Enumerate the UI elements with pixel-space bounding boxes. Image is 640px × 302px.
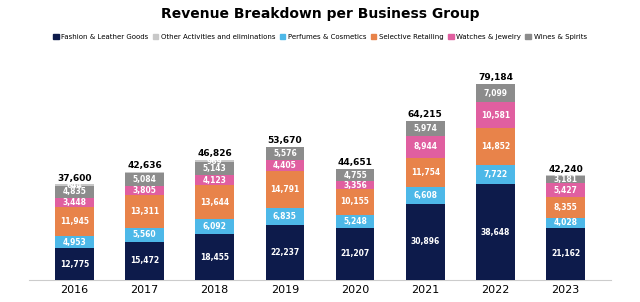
Bar bbox=[125, 195, 164, 228]
Bar bbox=[125, 185, 164, 195]
Text: 44,651: 44,651 bbox=[338, 159, 372, 168]
Text: 5,560: 5,560 bbox=[132, 230, 156, 239]
Bar bbox=[547, 197, 585, 218]
Text: 8,355: 8,355 bbox=[554, 203, 577, 212]
Text: 3,448: 3,448 bbox=[62, 198, 86, 207]
Bar bbox=[55, 207, 93, 236]
Bar bbox=[547, 175, 585, 184]
Text: 4,028: 4,028 bbox=[554, 218, 578, 227]
Bar bbox=[55, 198, 93, 207]
Text: 5,576: 5,576 bbox=[273, 149, 297, 158]
Text: 10,155: 10,155 bbox=[340, 198, 369, 207]
Bar bbox=[336, 181, 374, 189]
Bar bbox=[125, 242, 164, 280]
Bar bbox=[195, 185, 234, 219]
Bar bbox=[266, 208, 304, 225]
Bar bbox=[406, 187, 445, 204]
Text: 4,405: 4,405 bbox=[273, 161, 297, 170]
Text: 3,356: 3,356 bbox=[343, 181, 367, 190]
Text: 11,754: 11,754 bbox=[411, 168, 440, 177]
Bar bbox=[195, 219, 234, 234]
Text: 3,805: 3,805 bbox=[132, 186, 157, 195]
Bar bbox=[336, 228, 374, 280]
Bar bbox=[336, 214, 374, 228]
Bar bbox=[195, 175, 234, 185]
Bar bbox=[55, 186, 93, 198]
Bar bbox=[476, 128, 515, 165]
Bar bbox=[336, 169, 374, 181]
Text: 7,099: 7,099 bbox=[483, 89, 508, 98]
Bar bbox=[55, 249, 93, 280]
Text: 4,835: 4,835 bbox=[63, 188, 86, 197]
Bar bbox=[195, 160, 234, 162]
Text: 46,826: 46,826 bbox=[197, 149, 232, 158]
Text: 969: 969 bbox=[207, 157, 223, 166]
Bar bbox=[406, 136, 445, 158]
Text: 11,945: 11,945 bbox=[60, 217, 89, 226]
Text: 12,775: 12,775 bbox=[60, 260, 89, 269]
Title: Revenue Breakdown per Business Group: Revenue Breakdown per Business Group bbox=[161, 7, 479, 21]
Text: 13,311: 13,311 bbox=[130, 207, 159, 216]
Text: 37,600: 37,600 bbox=[57, 174, 92, 183]
Text: 5,143: 5,143 bbox=[203, 164, 227, 173]
Bar bbox=[266, 171, 304, 208]
Text: 42,240: 42,240 bbox=[548, 165, 583, 174]
Text: 15,472: 15,472 bbox=[130, 256, 159, 265]
Text: 5,084: 5,084 bbox=[132, 175, 157, 184]
Text: 10,581: 10,581 bbox=[481, 111, 510, 120]
Text: 6,092: 6,092 bbox=[203, 222, 227, 231]
Bar bbox=[476, 184, 515, 280]
Text: 644: 644 bbox=[67, 181, 83, 190]
Bar bbox=[195, 162, 234, 175]
Bar bbox=[55, 236, 93, 249]
Text: 42,636: 42,636 bbox=[127, 161, 162, 170]
Bar bbox=[547, 218, 585, 228]
Bar bbox=[266, 146, 304, 160]
Bar bbox=[55, 185, 93, 186]
Text: 79,184: 79,184 bbox=[478, 73, 513, 82]
Text: 4,123: 4,123 bbox=[203, 176, 227, 185]
Text: 38,648: 38,648 bbox=[481, 228, 510, 237]
Text: 14,791: 14,791 bbox=[270, 185, 300, 194]
Bar bbox=[476, 84, 515, 102]
Bar bbox=[266, 160, 304, 171]
Text: 22,237: 22,237 bbox=[270, 248, 300, 257]
Text: 4,755: 4,755 bbox=[343, 171, 367, 180]
Text: 5,248: 5,248 bbox=[343, 217, 367, 226]
Text: 21,207: 21,207 bbox=[340, 249, 370, 259]
Text: 4,953: 4,953 bbox=[63, 238, 86, 247]
Bar bbox=[406, 121, 445, 136]
Bar bbox=[476, 102, 515, 128]
Text: 7,722: 7,722 bbox=[483, 170, 508, 179]
Bar bbox=[547, 228, 585, 280]
Text: 21,162: 21,162 bbox=[551, 249, 580, 259]
Text: 8,944: 8,944 bbox=[413, 142, 437, 151]
Text: 5,427: 5,427 bbox=[554, 186, 577, 195]
Text: 30,896: 30,896 bbox=[411, 237, 440, 246]
Text: 5,974: 5,974 bbox=[413, 124, 437, 133]
Text: 14,852: 14,852 bbox=[481, 142, 510, 151]
Text: 6,608: 6,608 bbox=[413, 191, 437, 200]
Text: 6,835: 6,835 bbox=[273, 212, 297, 221]
Text: 18,455: 18,455 bbox=[200, 253, 229, 262]
Text: 3,181: 3,181 bbox=[554, 175, 578, 184]
Bar bbox=[336, 189, 374, 214]
Legend: Fashion & Leather Goods, Other Activities and eliminations, Perfumes & Cosmetics: Fashion & Leather Goods, Other Activitie… bbox=[51, 31, 589, 43]
Bar bbox=[195, 234, 234, 280]
Bar bbox=[547, 184, 585, 197]
Bar bbox=[266, 225, 304, 280]
Text: 53,670: 53,670 bbox=[268, 136, 302, 145]
Bar bbox=[476, 165, 515, 184]
Bar bbox=[125, 228, 164, 242]
Bar bbox=[406, 158, 445, 187]
Text: 64,215: 64,215 bbox=[408, 110, 443, 119]
Bar bbox=[406, 204, 445, 280]
Text: 13,644: 13,644 bbox=[200, 198, 229, 207]
Bar bbox=[125, 172, 164, 173]
Bar bbox=[125, 173, 164, 185]
